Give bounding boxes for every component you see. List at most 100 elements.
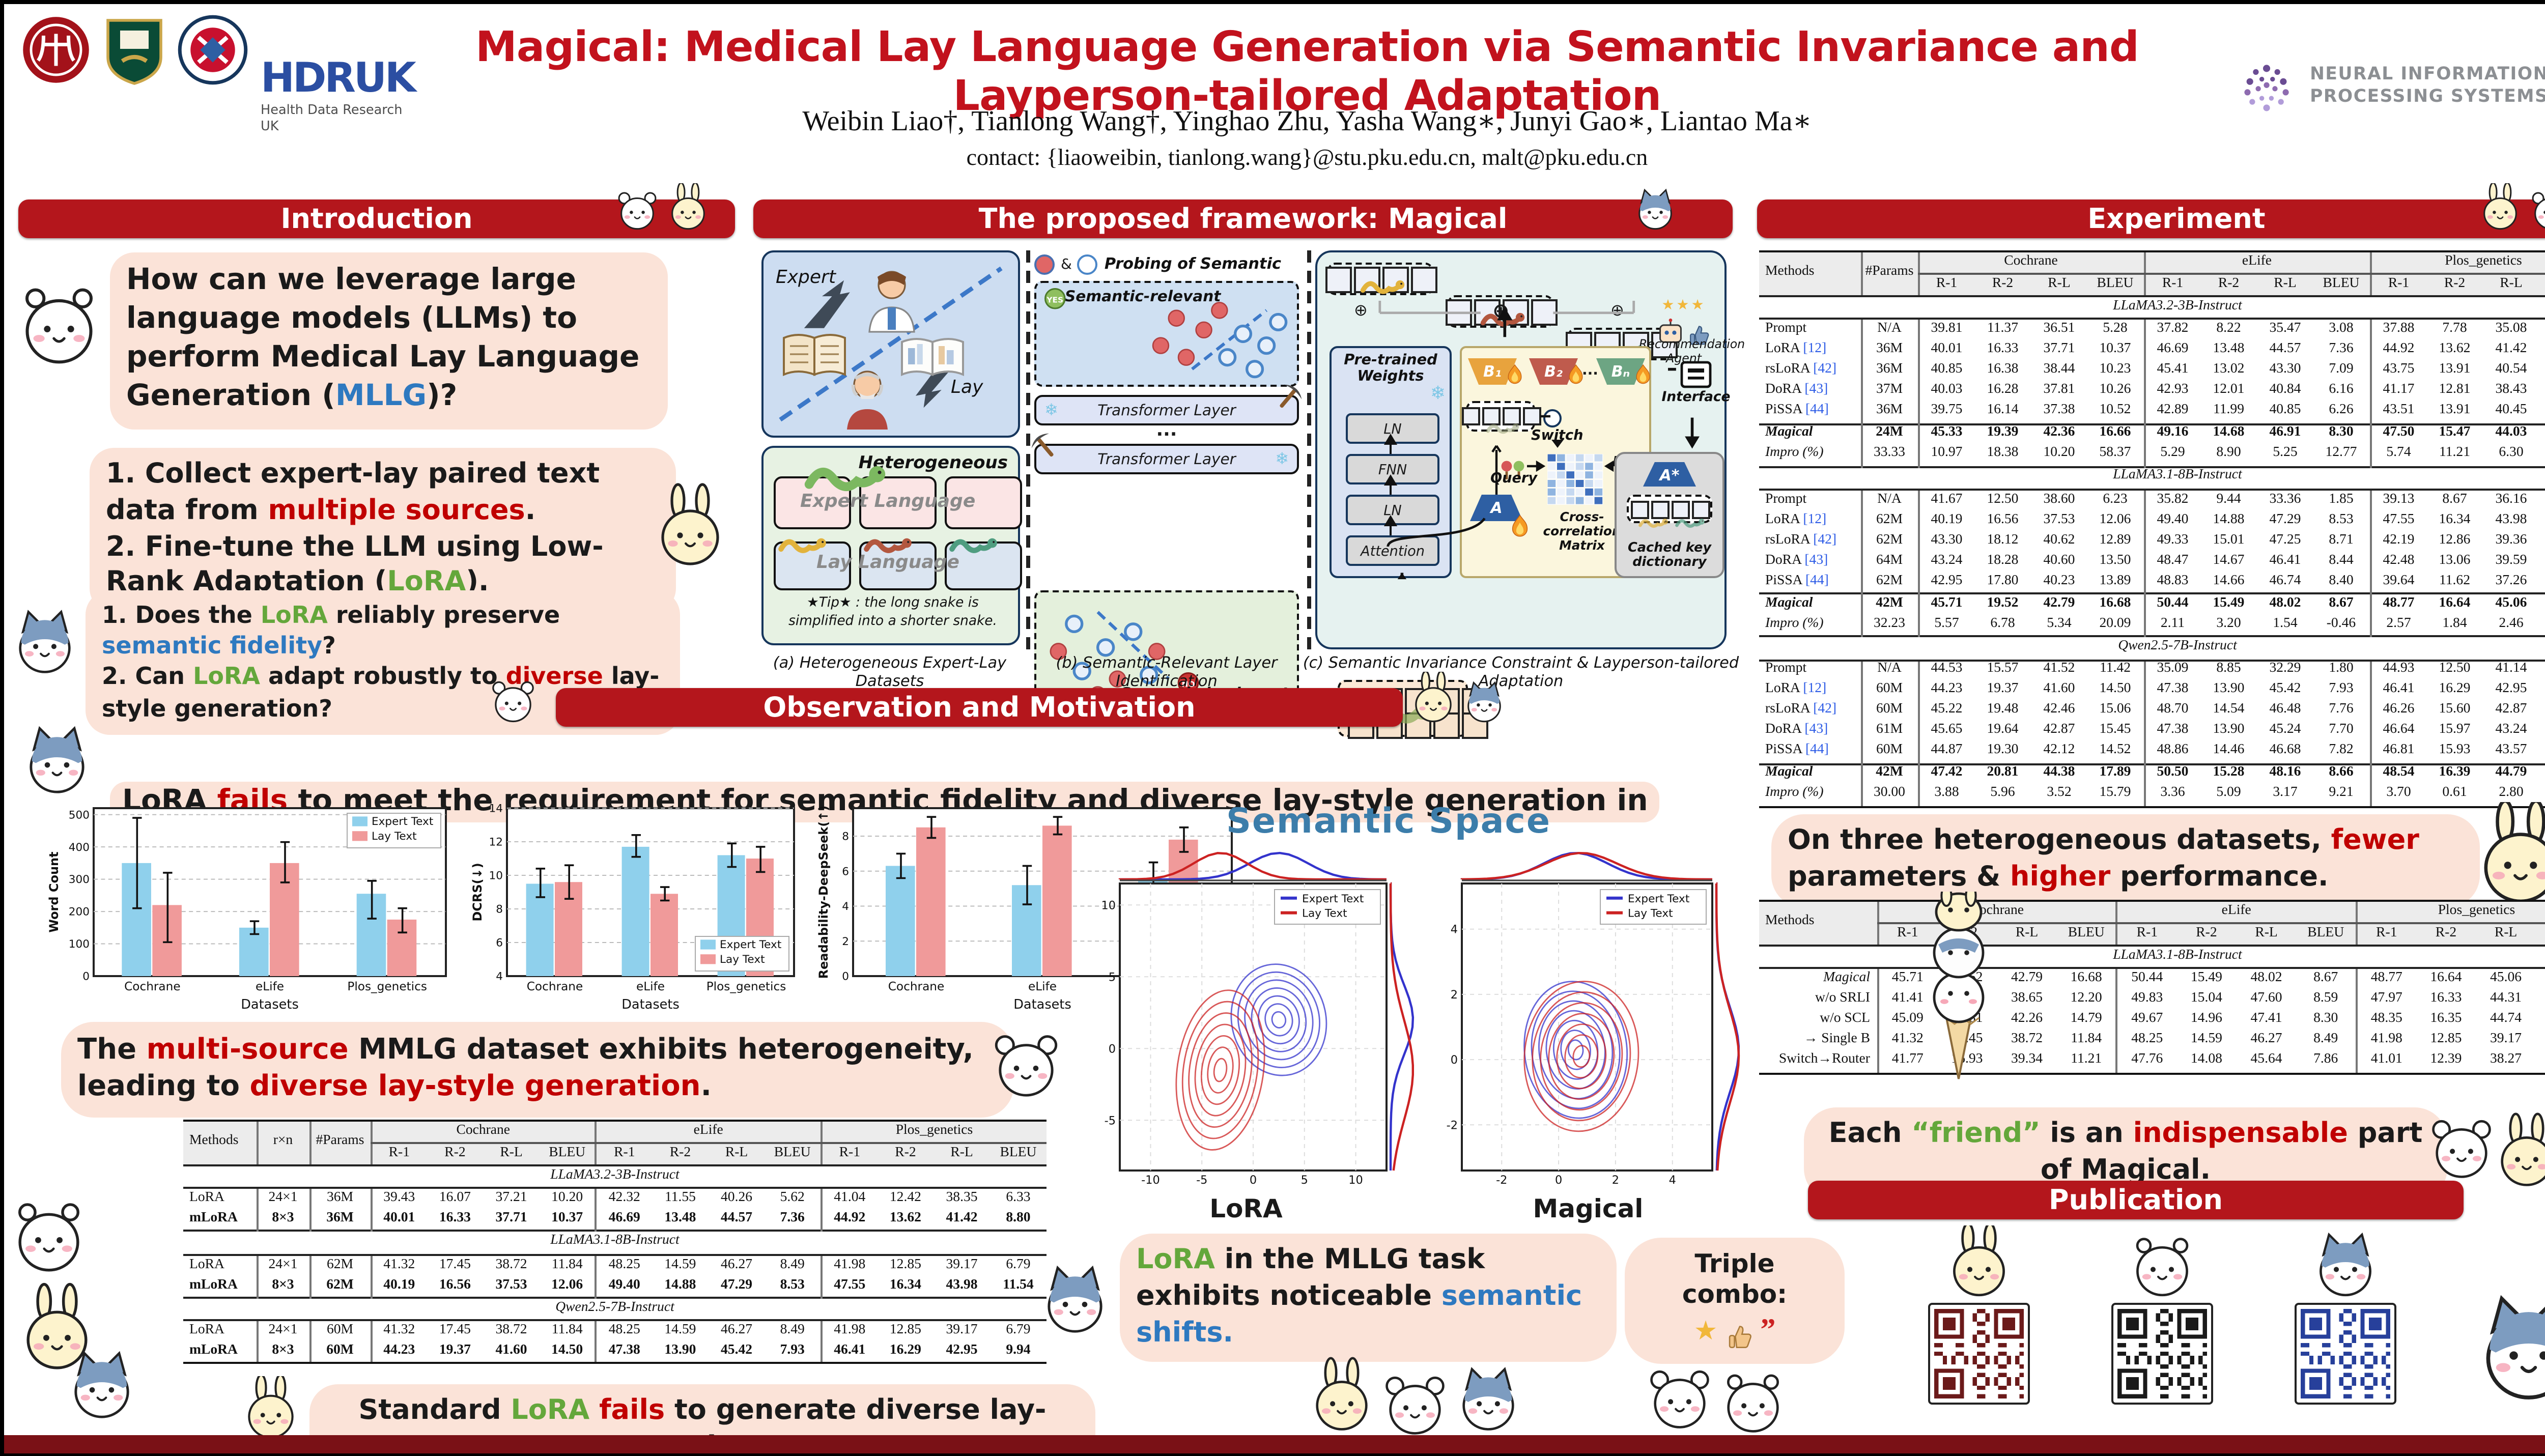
sum-node-icon: ⊕ [1610, 301, 1624, 320]
long-snake-icon [800, 460, 890, 497]
chiikawa-mascot-icon [1718, 1356, 1788, 1441]
svg-text:YES: YES [1046, 295, 1063, 304]
caption-panel-a: (a) Heterogeneous Expert-Lay Datasets [773, 653, 1007, 691]
hdruk-logo-subtext: Health Data Research UK [261, 102, 403, 134]
snowflake-icon: ❄ [1430, 385, 1446, 405]
chiikawa-mascot-icon [1633, 183, 1678, 232]
banner-publication: Publication [1808, 1181, 2464, 1219]
edinburgh-logo-icon [177, 14, 248, 85]
svg-text:-5: -5 [1196, 1174, 1207, 1187]
snowflake-icon: ❄ [1275, 450, 1289, 468]
chiikawa-cat-icon [10, 594, 79, 684]
caption-panel-c: (c) Semantic Invariance Constraint & Lay… [1303, 653, 1739, 691]
stars-icon: ★★★ [1661, 297, 1706, 313]
qr-code [2295, 1303, 2396, 1405]
expert-label: Expert [776, 269, 836, 289]
semantic-space-title: Semantic Space [1226, 802, 1551, 843]
hdruk-logo-text: HDRUK [261, 53, 416, 102]
neurips-logo-text: NEURAL INFORMATION PROCESSING SYSTEMS [2310, 66, 2545, 108]
pickaxe-icon [1028, 430, 1061, 462]
svg-text:5: 5 [1301, 1174, 1308, 1187]
motivation-table: Methods r×n #Params Cochrane eLife Plos_genet… [183, 1119, 1047, 1365]
b-ellipsis: ... [1582, 362, 1598, 379]
peking-university-logo-icon [20, 14, 92, 85]
svg-text:8: 8 [496, 903, 503, 916]
svg-text:4: 4 [1669, 1174, 1676, 1187]
switch-label: Switch [1531, 427, 1583, 444]
triple-combo-bubble: Triple combo: ★ ” [1625, 1238, 1845, 1364]
sum-node-icon: ⊕ [1492, 301, 1510, 324]
svg-text:-2: -2 [1447, 1119, 1458, 1132]
qr-group-2 [2077, 1225, 2248, 1429]
chiikawa-mascot-icon [1454, 1356, 1523, 1437]
svg-text:4: 4 [1451, 923, 1458, 936]
chiikawa-rabbit-icon [16, 1282, 98, 1376]
probe-markers-icon [1498, 450, 1527, 479]
kde-label-magical: Magical [1533, 1193, 1644, 1223]
main-results-table: Methods #Params Cochrane eLife Plos_genetics… [1759, 250, 2545, 808]
header: HDRUK Health Data Research UK Magical: M… [4, 4, 2545, 197]
chart-dcrs: 4 6 8 10 12 14 Cochrane eLife Plos_genetics DCRS(… [468, 802, 800, 1012]
flame-icon [1507, 354, 1523, 384]
svg-text:2: 2 [1451, 988, 1458, 1002]
snake-token-icon [1358, 269, 1407, 294]
red-dot-icon [1034, 253, 1055, 274]
svg-text:Cochrane: Cochrane [124, 980, 181, 993]
chiikawa-cat-icon [65, 1339, 138, 1425]
lay-label: Lay [951, 379, 983, 399]
chiikawa-cat-icon [1038, 1250, 1112, 1344]
svg-text:100: 100 [69, 938, 90, 951]
qr-group-1 [1893, 1222, 2065, 1429]
chiikawa-mascot-icon [1462, 676, 1507, 725]
expert-book-icon [780, 330, 849, 383]
transformer-layer-1: ❄ Transformer Layer [1034, 384, 1302, 425]
cached-key-label: Cached key dictionary [1628, 538, 1711, 571]
expert-language-watermark: Expert Language [800, 493, 976, 513]
chiikawa-bear-icon [2117, 1225, 2207, 1299]
chiikawa-mascot-icon [666, 182, 711, 232]
flame-icon [1511, 507, 1529, 537]
svg-text:0: 0 [1451, 1053, 1458, 1067]
panel-a-heterogeneous: Heterogeneous Expert Language Lay Langua… [761, 446, 1022, 645]
svg-text:Expert Text: Expert Text [720, 938, 781, 951]
svg-text:-10: -10 [1141, 1174, 1160, 1187]
svg-text:0: 0 [842, 970, 849, 983]
flame-icon [1635, 354, 1651, 384]
chiikawa-rabbit-icon [1934, 1222, 2024, 1299]
svg-text:0: 0 [1109, 1042, 1116, 1055]
flame-icon [1568, 354, 1584, 384]
chiikawa-mascot-icon [615, 183, 660, 232]
chiikawa-mascot-icon [489, 672, 538, 725]
svg-text:6: 6 [842, 865, 849, 878]
robot-icon [1657, 313, 1684, 343]
panel-a-expert-lay: Expert Lay [761, 250, 1020, 438]
kde-plot-lora: -10 -5 0 5 10 -5 0 5 10 Expert Text Lay Text [1091, 845, 1417, 1191]
interface-label: Interface [1661, 389, 1731, 405]
svg-text:-2: -2 [1496, 1174, 1507, 1187]
cross-correlation-matrix [1547, 453, 1604, 507]
svg-text:Cochrane: Cochrane [527, 980, 583, 993]
recommendation-agent: ★★★ Recommendation Agent [1639, 297, 1745, 366]
svg-text:Datasets: Datasets [1013, 997, 1071, 1012]
ablation-table: MethodsCochraneeLifePlos_geneticsR-1R-2R… [1759, 899, 2545, 1074]
svg-text:10: 10 [489, 870, 503, 882]
panel-b-probing-row: & Probing of Semantic [1034, 250, 1299, 277]
svg-text:0: 0 [82, 970, 90, 983]
layer-attention: Attention [1346, 535, 1439, 566]
svg-text:12: 12 [489, 836, 503, 849]
svg-text:14: 14 [489, 803, 503, 815]
cached-tokens [1627, 495, 1712, 528]
banner-observation: Observation and Motivation [556, 688, 1403, 727]
svg-text:Datasets: Datasets [621, 997, 680, 1012]
svg-text:eLife: eLife [1028, 980, 1057, 993]
snake-token-icon [1484, 407, 1521, 434]
note-semantic-shift: LoRA in the MLLG task exhibits noticeabl… [1120, 1234, 1617, 1363]
svg-text:2: 2 [842, 935, 849, 948]
lay-language-watermark: Lay Language [816, 554, 959, 574]
layperson-icon [841, 366, 894, 432]
svg-text:Lay Text: Lay Text [1628, 907, 1673, 920]
qr-code [2111, 1303, 2213, 1405]
chiikawa-rabbit-icon [652, 468, 729, 586]
svg-text:10: 10 [1348, 1174, 1363, 1187]
